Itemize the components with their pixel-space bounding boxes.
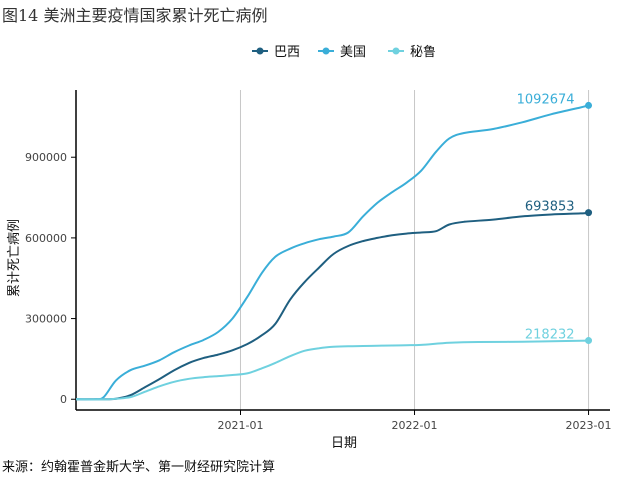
figure-title: 图14 美洲主要疫情国家累计死亡病例 <box>2 6 268 25</box>
y-tick-label: 0 <box>60 393 67 406</box>
x-tick-label: 2023-01 <box>566 419 612 432</box>
series-end-point <box>585 209 593 217</box>
x-axis-title: 日期 <box>331 436 357 451</box>
series-line-2 <box>75 339 589 401</box>
legend-item-0: 巴西 <box>252 45 300 60</box>
legend-swatch-point <box>322 47 330 55</box>
legend-item-1: 美国 <box>318 45 366 60</box>
series-end-label: 693853 <box>525 200 575 215</box>
legend-swatch-point <box>392 47 400 55</box>
x-tick-label: 2021-01 <box>218 419 264 432</box>
legend-item-2: 秘鲁 <box>388 45 436 60</box>
series-line-1 <box>75 104 589 401</box>
axes-layer: 2021-01 2022-01 2023-01 0 300000 600000 900000 <box>25 90 612 432</box>
legend-label: 美国 <box>340 45 366 60</box>
legend-label: 巴西 <box>274 45 300 60</box>
legend: 巴西 美国 秘鲁 <box>252 45 436 60</box>
series-lines-layer: 693853 1092674 218232 <box>75 92 593 401</box>
y-tick-label: 600000 <box>25 232 67 245</box>
y-tick-label: 900000 <box>25 151 67 164</box>
y-tick-label: 300000 <box>25 313 67 326</box>
series-end-point <box>585 101 593 109</box>
grid-layer <box>239 90 590 410</box>
y-axis-title: 累计死亡病例 <box>7 219 22 297</box>
series-end-point <box>585 337 593 345</box>
series-line-0 <box>75 211 589 401</box>
x-tick-label: 2022-01 <box>392 419 438 432</box>
series-end-label: 1092674 <box>517 92 575 107</box>
series-end-label: 218232 <box>525 328 575 343</box>
legend-label: 秘鲁 <box>410 45 436 60</box>
source-note: 来源：约翰霍普金斯大学、第一财经研究院计算 <box>2 460 276 475</box>
legend-swatch-point <box>256 47 264 55</box>
